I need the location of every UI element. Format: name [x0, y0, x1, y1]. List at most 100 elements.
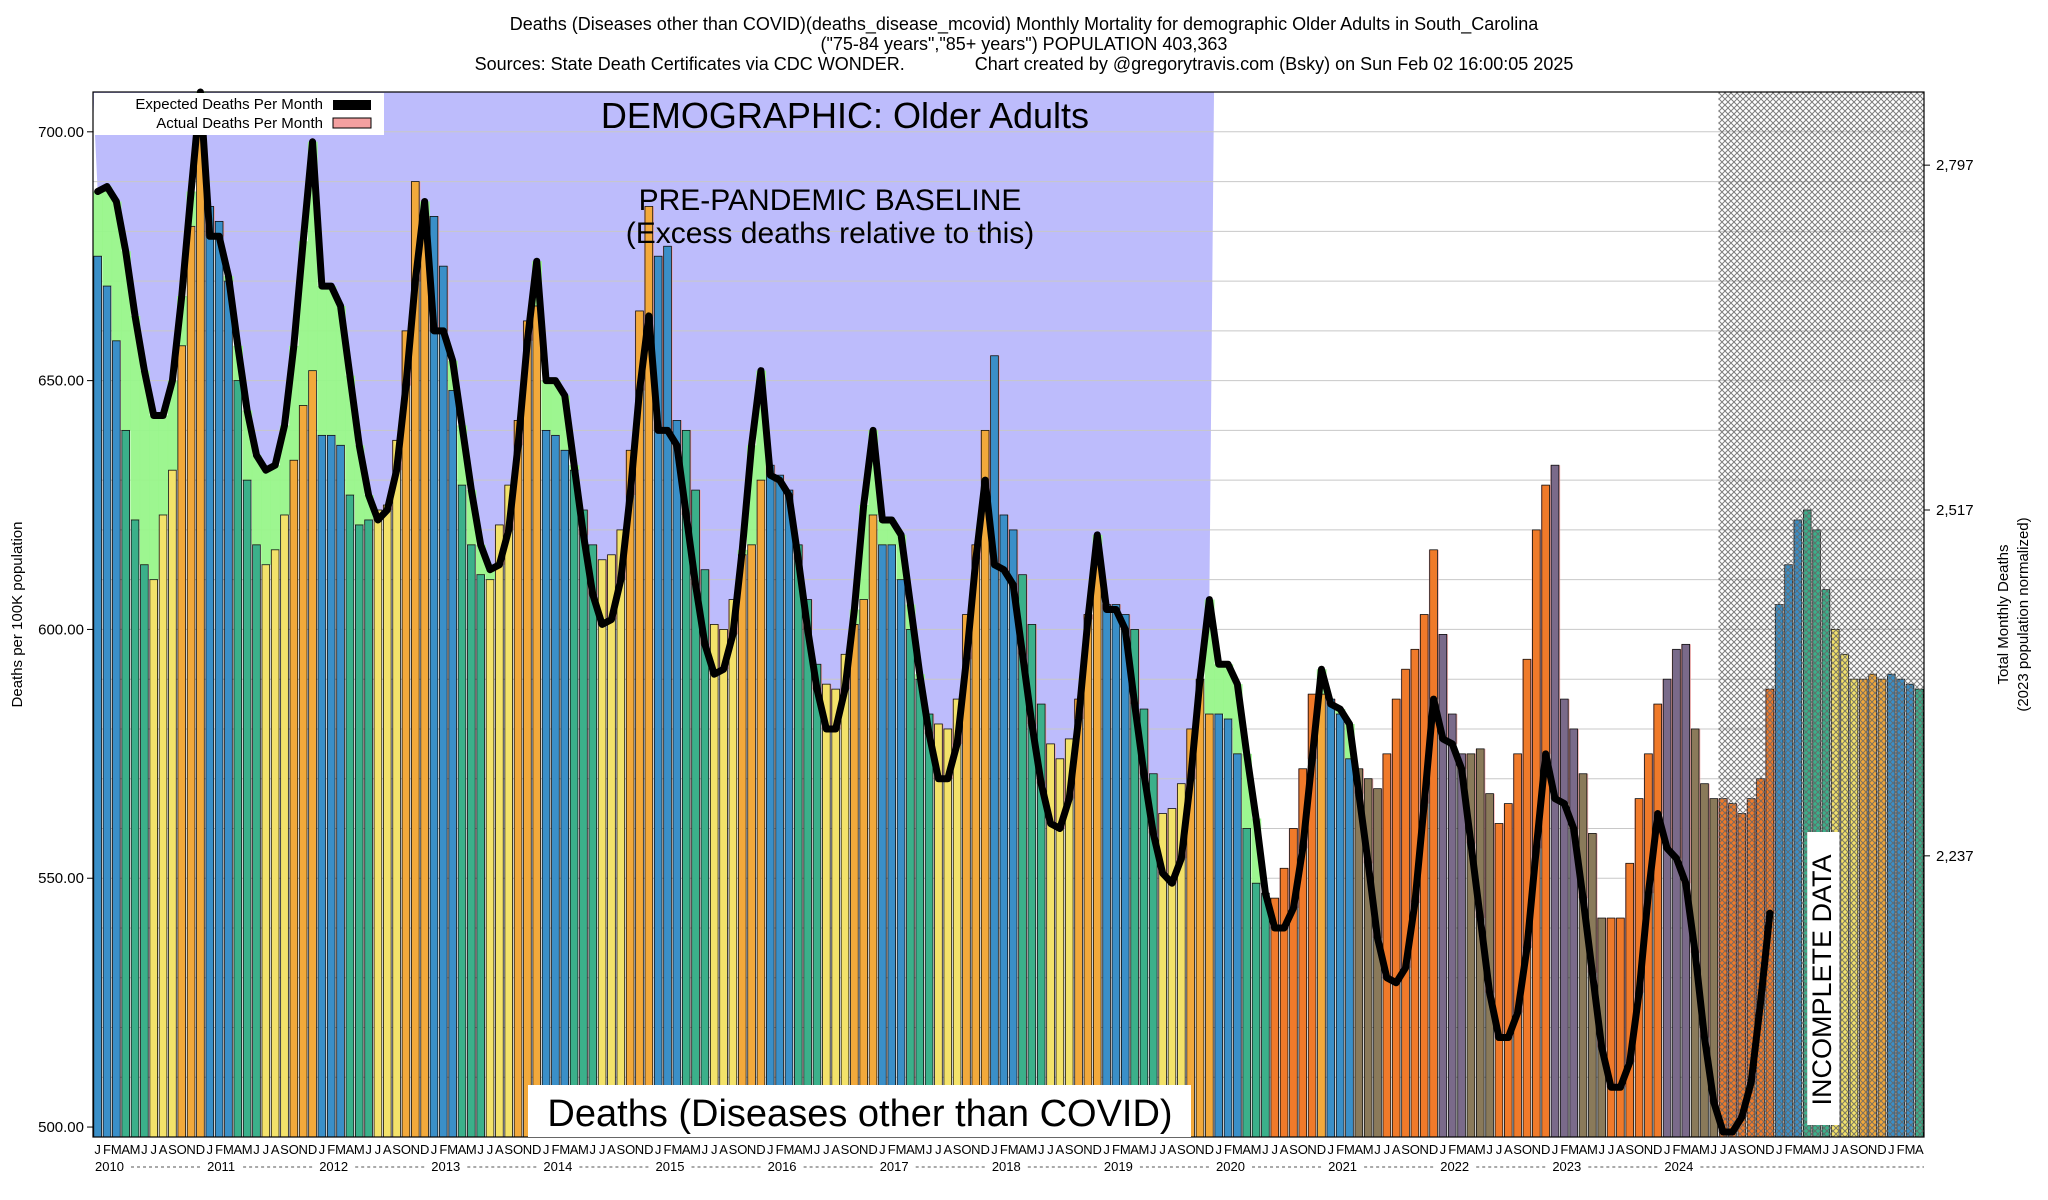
bar: [1419, 614, 1429, 1138]
bar: [1494, 823, 1504, 1138]
bar: [298, 405, 308, 1138]
y2-tick-label: 2,517: [1936, 502, 1974, 519]
bar: [308, 370, 317, 1138]
x-month-label: F: [776, 1142, 784, 1157]
x-month-label: M: [354, 1142, 365, 1157]
x-month-label: A: [1242, 1142, 1251, 1157]
bar: [616, 529, 626, 1138]
x-month-label: N: [635, 1142, 644, 1157]
x-month-label: J: [1776, 1142, 1783, 1157]
bar: [261, 564, 271, 1138]
x-month-label: J: [599, 1142, 606, 1157]
x-month-label: M: [1587, 1142, 1598, 1157]
bar: [1382, 753, 1392, 1138]
x-month-label: M: [690, 1142, 701, 1157]
x-month-label: N: [1756, 1142, 1765, 1157]
bottom-title: Deaths (Diseases other than COVID): [547, 1093, 1172, 1135]
y-tick-label: 700.00: [38, 124, 84, 141]
deficit-fill: [317, 286, 328, 436]
demographic-title: DEMOGRAPHIC: Older Adults: [601, 95, 1089, 136]
x-month-label: J: [1711, 1142, 1718, 1157]
x-month-label: J: [823, 1142, 830, 1157]
bar: [1401, 668, 1410, 1138]
bar: [1504, 803, 1513, 1138]
x-month-label: D: [644, 1142, 653, 1157]
x-month-label: S: [1850, 1142, 1859, 1157]
x-year-label: 2011: [207, 1159, 235, 1174]
x-month-label: J: [365, 1142, 372, 1157]
x-month-label: N: [747, 1142, 756, 1157]
x-month-label: J: [375, 1142, 382, 1157]
bar: [597, 559, 607, 1138]
x-month-label: J: [702, 1142, 709, 1157]
x-month-label: A: [346, 1142, 355, 1157]
x-month-label: M: [896, 1142, 907, 1157]
x-month-label: M: [1699, 1142, 1710, 1157]
x-month-label: D: [980, 1142, 989, 1157]
x-month-label: M: [130, 1142, 141, 1157]
x-month-label: J: [1103, 1142, 1110, 1157]
chart-title-line-1: Deaths (Diseases other than COVID)(death…: [509, 14, 1539, 34]
deficit-fill: [1214, 664, 1224, 715]
x-month-label: A: [1392, 1142, 1401, 1157]
x-month-label: A: [1018, 1142, 1027, 1157]
x-month-label: J: [263, 1142, 270, 1157]
y2-axis-label: Total Monthly Deaths: [1995, 544, 2012, 684]
bar: [112, 340, 121, 1138]
bar: [812, 663, 822, 1138]
y-tick-label: 500.00: [38, 1119, 84, 1136]
x-month-label: J: [879, 1142, 886, 1157]
bar: [130, 519, 140, 1138]
bar: [354, 524, 364, 1138]
bar: [1616, 917, 1625, 1138]
bar: [1560, 698, 1569, 1138]
x-month-label: M: [335, 1142, 346, 1157]
x-month-label: A: [1579, 1142, 1588, 1157]
bar: [803, 599, 812, 1138]
x-month-label: O: [513, 1142, 523, 1157]
bar: [317, 434, 327, 1138]
x-month-label: S: [392, 1142, 401, 1157]
bar: [457, 484, 467, 1138]
x-year-label: 2015: [656, 1159, 685, 1174]
x-month-label: M: [1568, 1142, 1579, 1157]
x-month-label: J: [1374, 1142, 1381, 1157]
bar: [467, 544, 476, 1138]
x-month-label: J: [1823, 1142, 1830, 1157]
bar: [971, 544, 981, 1138]
x-month-label: D: [756, 1142, 765, 1157]
bar: [364, 519, 373, 1138]
x-month-label: S: [1065, 1142, 1074, 1157]
deficit-fill: [868, 430, 879, 515]
x-month-label: D: [1765, 1142, 1774, 1157]
x-month-label: F: [1785, 1142, 1793, 1157]
deficit-fill: [1242, 753, 1252, 829]
legend: Expected Deaths Per Month Actual Deaths P…: [94, 93, 384, 135]
bar: [737, 554, 747, 1138]
bar: [1242, 828, 1251, 1138]
x-month-label: D: [1877, 1142, 1886, 1157]
x-month-label: S: [729, 1142, 738, 1157]
bar: [924, 713, 934, 1138]
bar: [1195, 678, 1205, 1138]
x-month-label: J: [926, 1142, 933, 1157]
y-tick-label: 600.00: [38, 621, 84, 638]
x-month-label: M: [1008, 1142, 1019, 1157]
baseline-region: [93, 92, 1215, 884]
x-year-label: 2020: [1216, 1159, 1245, 1174]
x-month-label: O: [1074, 1142, 1084, 1157]
bar: [915, 678, 925, 1138]
incomplete-label-box: [1807, 832, 1840, 1125]
bar: [840, 653, 850, 1138]
x-month-label: F: [215, 1142, 223, 1157]
deficit-fill: [466, 490, 477, 545]
x-month-label: F: [439, 1142, 447, 1157]
x-month-label: D: [1541, 1142, 1550, 1157]
bar: [990, 355, 999, 1138]
deficit-fill: [345, 375, 356, 496]
deficit-fill: [167, 380, 178, 471]
bottom-title-box: [528, 1085, 1191, 1137]
x-month-label: M: [1456, 1142, 1467, 1157]
x-month-label: N: [1195, 1142, 1204, 1157]
